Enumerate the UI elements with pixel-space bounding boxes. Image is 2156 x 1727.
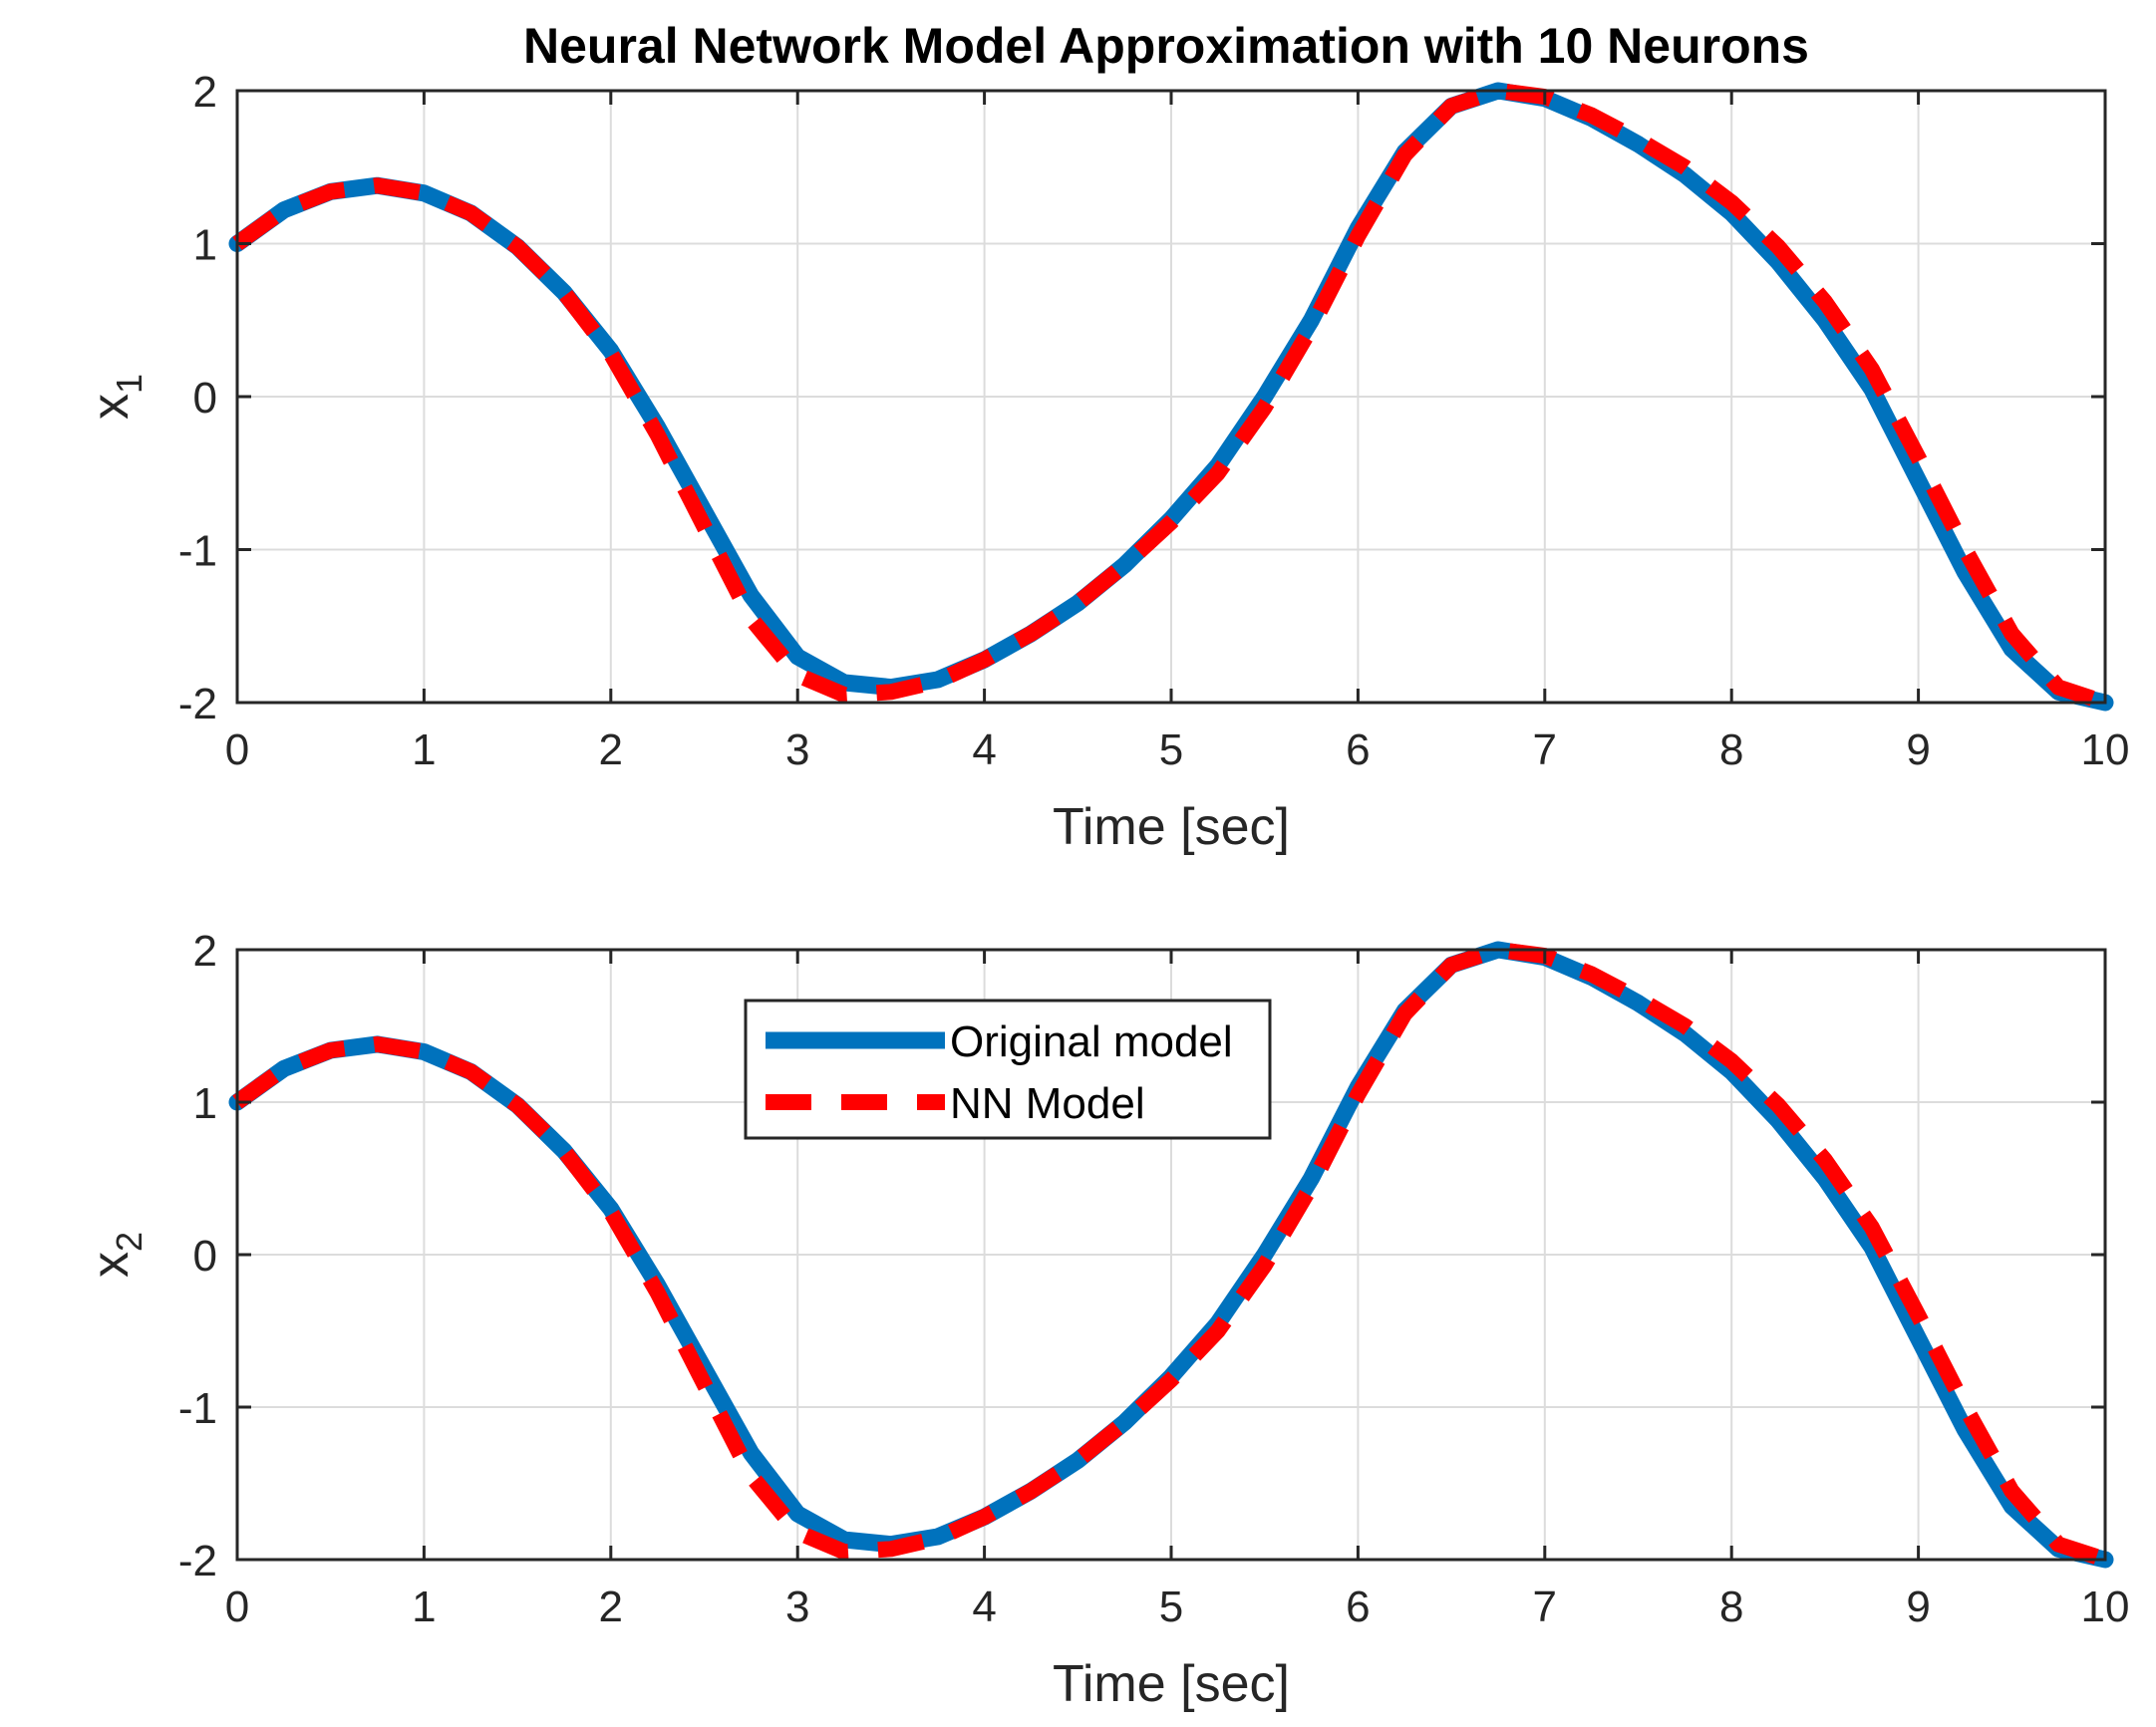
x-tick-label: 9 [1906, 1583, 1930, 1631]
x-tick-label: 4 [972, 1583, 996, 1631]
x-tick-label: 6 [1346, 725, 1370, 774]
legend: Original model NN Model [744, 999, 1272, 1140]
y-tick-label: -2 [178, 680, 217, 728]
legend-label: Original model [950, 1017, 1233, 1066]
x-tick-label: 5 [1159, 1583, 1183, 1631]
legend-box [744, 999, 1272, 1140]
series-line-nn-model [232, 942, 2108, 1568]
y-tick-label: 0 [193, 1232, 217, 1281]
y-tick-label: 1 [193, 221, 217, 270]
y-tick-label: 2 [193, 927, 217, 976]
x-tick-label: 3 [785, 1583, 809, 1631]
series-line-original-model [228, 82, 2114, 712]
x-tick-label: 3 [785, 725, 809, 774]
x-tick-label: 0 [225, 725, 249, 774]
x-tick-label: 4 [972, 725, 996, 774]
y-axis-label: x2 [82, 1232, 150, 1278]
y-tick-label: -1 [178, 527, 217, 576]
y-axis-label-subscript: 2 [109, 1232, 150, 1252]
x-tick-label: 6 [1346, 1583, 1370, 1631]
x-tick-label: 8 [1719, 725, 1743, 774]
y-axis-label-main: x [82, 394, 140, 420]
x-tick-label: 7 [1533, 725, 1557, 774]
legend-label: NN Model [950, 1079, 1145, 1128]
y-tick-label: 2 [193, 68, 217, 117]
chart-title: Neural Network Model Approximation with … [523, 18, 1809, 74]
y-tick-label: 0 [193, 374, 217, 423]
y-axis-label-main: x [82, 1252, 140, 1278]
y-tick-label: 1 [193, 1079, 217, 1128]
x-tick-label: 1 [412, 1583, 436, 1631]
x-tick-label: 10 [2081, 725, 2130, 774]
x-tick-label: 5 [1159, 725, 1183, 774]
x-axis-label: Time [sec] [1053, 1655, 1290, 1713]
x-tick-label: 10 [2081, 1583, 2130, 1631]
y-axis-label-subscript: 1 [109, 374, 150, 394]
series-line-nn-model [232, 83, 2108, 711]
x-tick-label: 8 [1719, 1583, 1743, 1631]
y-tick-label: -1 [178, 1384, 217, 1433]
x-tick-label: 7 [1533, 1583, 1557, 1631]
x-tick-label: 1 [412, 725, 436, 774]
x-tick-label: 9 [1906, 725, 1930, 774]
x-tick-label: 2 [599, 1583, 623, 1631]
y-axis-label: x1 [82, 374, 150, 420]
x-axis-label: Time [sec] [1053, 798, 1290, 856]
x-tick-label: 2 [599, 725, 623, 774]
y-tick-label: -2 [178, 1537, 217, 1585]
x-tick-label: 0 [225, 1583, 249, 1631]
